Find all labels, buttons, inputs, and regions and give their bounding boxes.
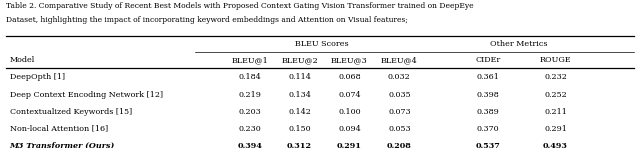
Text: Non-local Attention [16]: Non-local Attention [16] [10,125,108,133]
Text: 0.208: 0.208 [387,142,412,148]
Text: 0.232: 0.232 [544,73,567,81]
Text: Other Metrics: Other Metrics [490,40,547,48]
Text: 0.291: 0.291 [544,125,567,133]
Text: BLEU@1: BLEU@1 [231,56,268,64]
Text: CIDEr: CIDEr [475,56,500,64]
Text: Model: Model [10,56,35,64]
Text: DeepOpth [1]: DeepOpth [1] [10,73,65,81]
Text: 0.493: 0.493 [543,142,568,148]
Text: 0.291: 0.291 [337,142,362,148]
Text: 0.203: 0.203 [238,108,261,116]
Text: BLEU Scores: BLEU Scores [295,40,348,48]
Text: 0.398: 0.398 [476,91,499,99]
Text: 0.219: 0.219 [238,91,261,99]
Text: 0.114: 0.114 [288,73,311,81]
Text: 0.074: 0.074 [338,91,361,99]
Text: 0.252: 0.252 [544,91,567,99]
Text: Table 2. Comparative Study of Recent Best Models with Proposed Context Gating Vi: Table 2. Comparative Study of Recent Bes… [6,3,474,11]
Text: 0.035: 0.035 [388,91,411,99]
Text: 0.073: 0.073 [388,108,411,116]
Text: 0.100: 0.100 [338,108,361,116]
Text: BLEU@2: BLEU@2 [281,56,318,64]
Text: ROUGE: ROUGE [540,56,572,64]
Text: 0.312: 0.312 [287,142,312,148]
Text: Dataset, highlighting the impact of incorporating keyword embeddings and Attenti: Dataset, highlighting the impact of inco… [6,16,408,24]
Text: M3 Transformer (Ours): M3 Transformer (Ours) [10,142,115,148]
Text: 0.211: 0.211 [544,108,567,116]
Text: Deep Context Encoding Network [12]: Deep Context Encoding Network [12] [10,91,163,99]
Text: 0.389: 0.389 [476,108,499,116]
Text: 0.230: 0.230 [238,125,261,133]
Text: 0.053: 0.053 [388,125,411,133]
Text: 0.370: 0.370 [476,125,499,133]
Text: BLEU@3: BLEU@3 [331,56,368,64]
Text: 0.361: 0.361 [476,73,499,81]
Text: 0.032: 0.032 [388,73,411,81]
Text: BLEU@4: BLEU@4 [381,56,418,64]
Text: 0.134: 0.134 [288,91,311,99]
Text: Contextualized Keywords [15]: Contextualized Keywords [15] [10,108,132,116]
Text: 0.537: 0.537 [476,142,500,148]
Text: 0.150: 0.150 [288,125,311,133]
Text: 0.094: 0.094 [338,125,361,133]
Text: 0.394: 0.394 [237,142,262,148]
Text: 0.068: 0.068 [338,73,361,81]
Text: 0.142: 0.142 [288,108,311,116]
Text: 0.184: 0.184 [238,73,261,81]
